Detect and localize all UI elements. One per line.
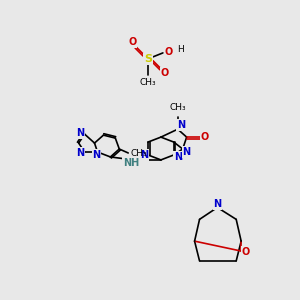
Text: O: O	[128, 37, 136, 47]
Text: S: S	[144, 54, 152, 64]
Text: N: N	[213, 200, 221, 209]
Text: O: O	[165, 47, 173, 57]
Text: CH₃: CH₃	[169, 103, 186, 112]
Text: N: N	[183, 147, 191, 157]
Text: N: N	[92, 150, 101, 160]
Text: O: O	[200, 132, 208, 142]
Text: N: N	[76, 148, 85, 158]
Text: O: O	[242, 247, 250, 257]
Text: H: H	[177, 45, 184, 54]
Text: NH: NH	[123, 158, 139, 168]
Text: N: N	[174, 152, 182, 162]
Text: CH₃: CH₃	[140, 78, 156, 87]
Text: CH₃: CH₃	[130, 149, 147, 158]
Text: O: O	[161, 68, 169, 78]
Text: N: N	[177, 120, 185, 130]
Text: N: N	[140, 150, 148, 160]
Text: N: N	[76, 128, 85, 138]
